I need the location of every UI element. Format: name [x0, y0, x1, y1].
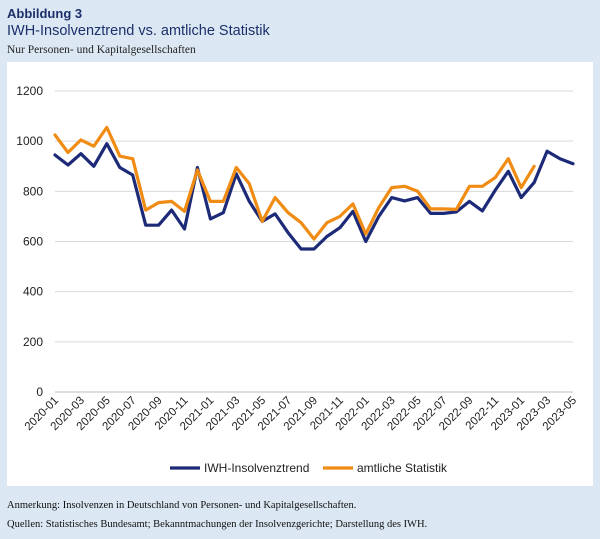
footer-note: Anmerkung: Insolvenzen in Deutschland vo… [7, 500, 357, 511]
series-line-1 [53, 142, 575, 251]
figure-label: Abbildung 3 [7, 6, 83, 21]
y-tick-label: 400 [23, 285, 43, 299]
figure-header: Abbildung 3 IWH-Insolvenztrend vs. amtli… [7, 6, 270, 58]
y-tick-label: 1200 [16, 84, 43, 98]
y-tick-label: 0 [36, 385, 43, 399]
y-tick-label: 800 [23, 184, 43, 198]
figure-title: IWH-Insolvenztrend vs. amtliche Statisti… [7, 23, 270, 39]
legend-label-1: IWH-Insolvenztrend [204, 461, 309, 475]
legend-label-2: amtliche Statistik [357, 461, 448, 475]
chart-panel: 0 200 400 600 800 1000 1200 2020-01 2020-03 2020-… [7, 62, 593, 486]
y-tick-label: 600 [23, 235, 43, 249]
figure-footer: Anmerkung: Insolvenzen in Deutschland vo… [7, 496, 427, 534]
footer-sources: Quellen: Statistisches Bundesamt; Bekann… [7, 519, 428, 530]
y-tick-label: 1000 [16, 134, 43, 148]
figure-subtitle: Nur Personen- und Kapitalgesellschaften [7, 44, 196, 56]
y-tick-label: 200 [23, 335, 43, 349]
line-chart: 0200400600800100012002020-012020-032020-… [16, 84, 579, 475]
series-line-2 [53, 125, 536, 241]
